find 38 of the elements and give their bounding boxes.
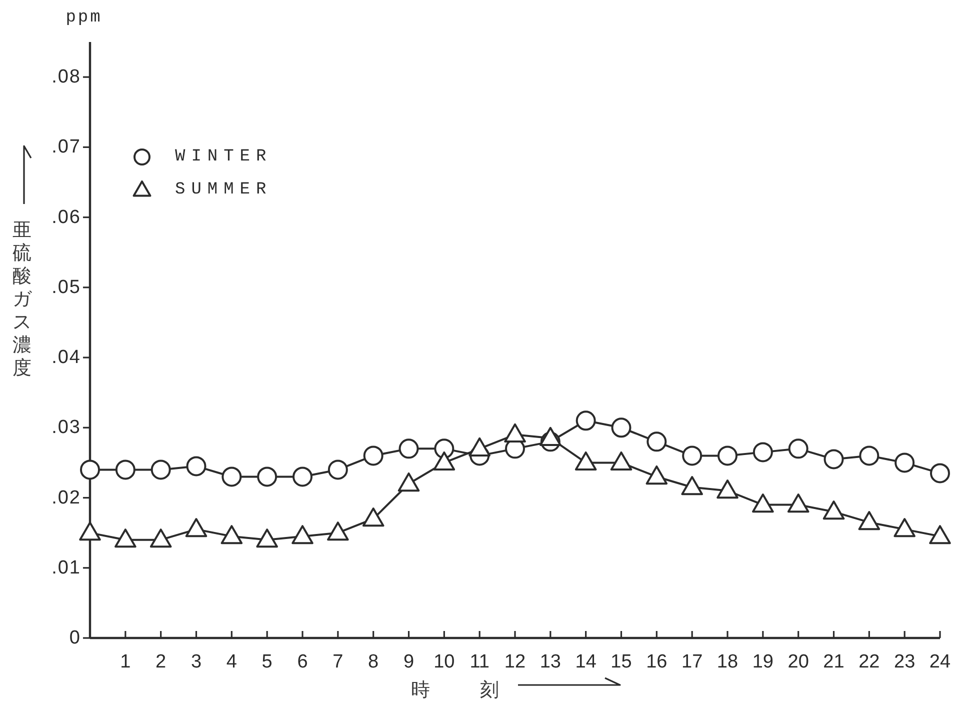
x-tick-label: 11: [470, 652, 490, 672]
x-tick-label: 19: [752, 652, 774, 672]
y-tick-label: .02: [52, 487, 81, 508]
legend-label: WINTER: [175, 148, 272, 166]
x-tick-label: 14: [575, 652, 597, 672]
x-tick-label: 9: [403, 652, 414, 672]
x-tick-label: 13: [540, 652, 561, 672]
y-tick-label: .04: [52, 347, 81, 368]
x-tick-label: 16: [646, 652, 668, 672]
x-tick-label: 10: [434, 652, 455, 672]
x-tick-label: 8: [368, 652, 379, 672]
x-tick-label: 17: [682, 652, 703, 672]
y-tick-label: .03: [52, 417, 81, 438]
x-tick-label: 5: [262, 652, 272, 672]
x-tick-label: 20: [788, 652, 809, 672]
x-tick-label: 18: [716, 652, 738, 672]
y-tick-label: .01: [52, 557, 81, 578]
y-tick-label: .05: [52, 276, 81, 298]
y-tick-label: .07: [52, 136, 81, 158]
y-axis-title: 亜硫酸ガス濃度: [12, 219, 32, 379]
x-axis-title: 時刻: [411, 679, 549, 701]
x-tick-label: 4: [226, 652, 238, 672]
legend-label: SUMMER: [175, 180, 272, 200]
x-tick-label: 1: [120, 652, 131, 672]
y-tick-label: .08: [52, 66, 81, 88]
x-tick-label: 12: [504, 652, 526, 672]
x-tick-label: 2: [156, 652, 166, 672]
y-tick-label: 0: [69, 628, 81, 648]
x-tick-label: 6: [297, 652, 308, 672]
y-tick-label: .06: [52, 206, 81, 228]
x-tick-label: 23: [894, 652, 916, 672]
x-tick-label: 15: [610, 652, 632, 672]
text: ppm: [66, 8, 102, 28]
x-tick-label: 21: [823, 652, 844, 672]
x-tick-label: 3: [190, 652, 202, 672]
x-tick-label: 24: [929, 652, 951, 672]
x-tick-label: 22: [858, 652, 880, 672]
x-tick-label: 7: [332, 652, 344, 672]
